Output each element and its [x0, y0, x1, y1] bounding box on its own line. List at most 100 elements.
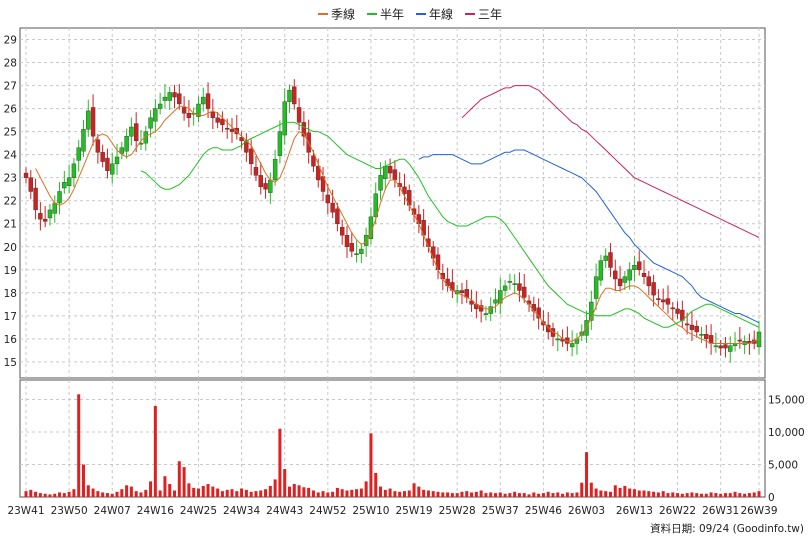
volume-bar	[532, 492, 536, 497]
price-tick-label: 18	[4, 288, 17, 300]
candle-body	[344, 235, 350, 247]
candle-body	[210, 111, 216, 119]
candle-body	[177, 93, 182, 105]
volume-bar	[273, 479, 277, 497]
volume-bar	[321, 491, 325, 497]
volume-bar	[513, 491, 517, 497]
volume-bar	[287, 486, 291, 497]
legend-label: 三年	[478, 8, 502, 22]
volume-bar	[503, 493, 507, 497]
candle-body	[95, 139, 101, 153]
volume-bar	[446, 492, 450, 497]
volume-bar	[599, 490, 603, 497]
volume-bar	[489, 492, 493, 497]
volume-bar	[53, 493, 57, 497]
candle-body	[42, 218, 48, 222]
candle-body	[186, 112, 192, 119]
candle-body	[23, 172, 29, 178]
volume-bar	[105, 493, 109, 497]
candle-body	[272, 159, 278, 181]
volume-panel: 0 5,000 10,000 15,000	[19, 379, 805, 504]
candle-body	[220, 118, 225, 125]
volume-bar	[661, 491, 665, 497]
candle-body	[387, 165, 393, 174]
candle-body	[603, 255, 608, 261]
candle-body	[402, 186, 407, 194]
candle-body	[282, 101, 287, 136]
volume-bar	[302, 487, 306, 497]
price-tick-label: 27	[4, 81, 17, 93]
volume-bar	[168, 484, 172, 497]
candle-body	[517, 283, 522, 291]
candle-body	[728, 345, 733, 352]
candle-body	[378, 175, 383, 191]
legend-label: 季線	[331, 7, 355, 22]
volume-bar	[402, 491, 406, 497]
candle-body	[589, 301, 594, 321]
candle-body	[330, 202, 335, 213]
candle-body	[742, 340, 747, 345]
volume-bar	[522, 493, 526, 497]
candle-body	[536, 307, 541, 319]
candle-body	[153, 108, 158, 122]
candle-body	[263, 183, 268, 190]
candle-body	[57, 191, 62, 204]
candle-body	[268, 179, 273, 193]
legend: 季線 半年 年線 三年	[318, 7, 502, 22]
volume-bar	[115, 491, 119, 497]
candle-body	[225, 127, 230, 130]
volume-bar	[671, 492, 675, 497]
volume-bar	[460, 491, 464, 497]
volume-bar	[575, 492, 579, 497]
price-tick-label: 21	[4, 219, 17, 231]
volume-bar	[182, 467, 186, 497]
volume-bar	[666, 493, 670, 497]
volume-bar	[527, 494, 531, 497]
volume-bar	[125, 485, 129, 497]
candle-body	[713, 345, 719, 348]
candle-body	[483, 313, 489, 315]
volume-bar	[264, 489, 268, 497]
volume-bar	[72, 489, 76, 497]
price-tick-label: 20	[4, 242, 17, 254]
candle-body	[81, 129, 86, 152]
volume-bar	[570, 493, 574, 497]
volume-bar	[479, 490, 483, 497]
volume-tick-label: 5,000	[768, 460, 798, 472]
volume-bar	[407, 490, 411, 497]
volume-bar	[498, 492, 502, 497]
candle-body	[469, 300, 474, 305]
ma-line-年線	[418, 149, 760, 324]
volume-bar	[153, 406, 157, 497]
candle-body	[359, 248, 364, 254]
volume-bar	[96, 491, 100, 497]
candle-body	[651, 282, 656, 296]
volume-bar	[637, 490, 641, 497]
volume-bar	[364, 481, 368, 497]
candle-body	[522, 286, 527, 298]
candle-body	[718, 345, 723, 349]
volume-bar	[48, 494, 52, 497]
candle-body	[76, 147, 81, 161]
volume-bar	[110, 493, 114, 497]
volume-bar	[470, 492, 474, 497]
candle-body	[277, 131, 283, 156]
volume-bar	[38, 493, 42, 497]
price-tick-label: 19	[4, 265, 17, 277]
candle-body	[114, 156, 120, 165]
volume-bar	[249, 491, 253, 497]
candle-body	[181, 107, 187, 114]
candle-body	[493, 299, 498, 304]
volume-bar	[613, 485, 617, 497]
candle-body	[301, 122, 307, 137]
price-tick-label: 29	[4, 35, 17, 47]
price-tick-label: 24	[4, 150, 18, 162]
legend-label: 半年	[380, 8, 404, 22]
volume-bar	[565, 492, 569, 497]
volume-bar	[196, 488, 200, 497]
volume-bar	[546, 491, 550, 497]
volume-bar	[494, 493, 498, 497]
volume-bar	[474, 491, 478, 497]
volume-bar	[537, 493, 541, 497]
x-tick-label: 25W10	[352, 505, 389, 517]
